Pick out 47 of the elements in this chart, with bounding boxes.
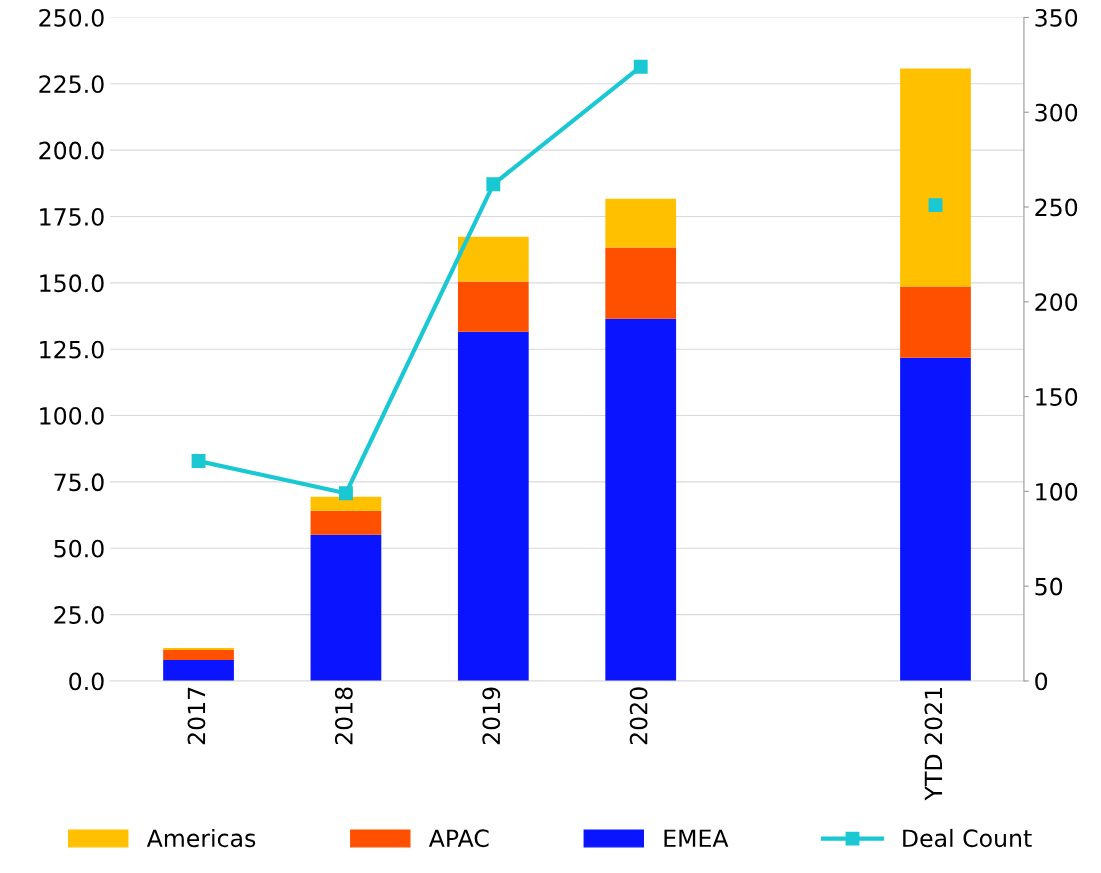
bar xyxy=(457,236,529,282)
y-tick-label: 50.0 xyxy=(54,539,104,558)
y2-tick-label: 50 xyxy=(1035,577,1063,596)
bar xyxy=(457,331,529,681)
y-tick-label: 100.0 xyxy=(40,406,104,425)
bar xyxy=(163,649,234,660)
legend-label: APAC xyxy=(428,829,489,848)
y-tick-label: 175.0 xyxy=(40,207,104,226)
x-tick-label: 2018 xyxy=(334,687,353,745)
bar xyxy=(605,318,677,681)
point xyxy=(191,454,206,468)
bar xyxy=(605,198,677,248)
bar xyxy=(457,281,529,332)
x-tick-label: 2020 xyxy=(629,687,648,745)
point xyxy=(486,177,501,192)
point xyxy=(633,59,648,74)
x-tick-label: 2019 xyxy=(482,687,501,745)
legend-label: Deal Count xyxy=(903,828,1032,848)
y2-tick-label: 250 xyxy=(1035,198,1078,217)
y2-tick-label: 0 xyxy=(1035,672,1048,691)
x-tick-label: YTD 2021 xyxy=(924,687,943,801)
y2-tick-label: 350 xyxy=(1035,8,1078,27)
y-tick-label: 75.0 xyxy=(54,473,104,492)
bar xyxy=(310,496,382,511)
y2-tick-label: 150 xyxy=(1036,388,1078,406)
y-tick-label: 200.0 xyxy=(39,141,104,160)
point xyxy=(338,486,353,501)
x-tick-label: 2017 xyxy=(187,687,206,745)
point xyxy=(928,198,943,213)
y-tick-label: 225.0 xyxy=(39,75,104,94)
y2-tick-label: 200 xyxy=(1035,293,1078,312)
legend-label: Americas xyxy=(146,828,256,848)
bar xyxy=(900,286,971,358)
bar xyxy=(163,659,234,681)
y-tick-label: 0.0 xyxy=(69,672,104,691)
y-tick-label: 25.0 xyxy=(54,606,104,624)
bar xyxy=(605,247,677,319)
y-tick-label: 125.0 xyxy=(40,340,104,359)
y-tick-label: 250.0 xyxy=(39,8,104,27)
y-tick-label: 150.0 xyxy=(40,274,104,293)
legend-label: EMEA xyxy=(664,829,729,847)
bar xyxy=(310,510,382,535)
bar xyxy=(900,357,971,681)
y2-tick-label: 100 xyxy=(1036,482,1078,501)
bar xyxy=(900,68,971,287)
y2-tick-label: 300 xyxy=(1035,103,1078,122)
bar xyxy=(310,534,382,681)
